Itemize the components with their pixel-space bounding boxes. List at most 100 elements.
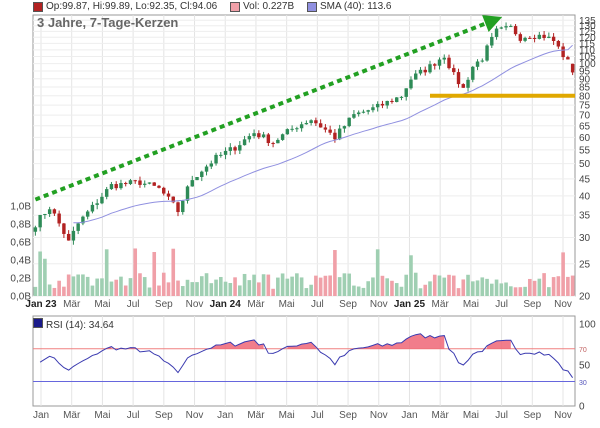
candle-body xyxy=(442,57,446,60)
volume-bar xyxy=(204,273,209,296)
volume-bar xyxy=(352,285,356,296)
volume-bar xyxy=(409,255,413,296)
volume-bar xyxy=(176,280,180,296)
candle-body xyxy=(566,57,570,60)
candle-body xyxy=(499,27,504,29)
sma-swatch-icon xyxy=(306,1,317,12)
candle-body xyxy=(361,111,366,113)
volume-tick-label: 1,0B xyxy=(10,202,31,213)
volume-bar xyxy=(238,285,242,296)
candle-body xyxy=(62,223,66,234)
rsi-x-tick-label: Nov xyxy=(370,410,388,421)
candle-body xyxy=(52,209,57,214)
volume-bar xyxy=(33,286,38,296)
candle-body xyxy=(204,166,209,172)
candle-body xyxy=(90,204,95,212)
candle-body xyxy=(433,64,437,66)
volume-bar xyxy=(390,280,394,296)
candle-body xyxy=(181,200,185,213)
volume-bar xyxy=(489,283,494,296)
candle-body xyxy=(409,79,413,89)
volume-bar xyxy=(247,280,252,296)
price-tick-label: 55 xyxy=(579,145,591,156)
volume-bar xyxy=(218,276,223,296)
candle-body xyxy=(570,63,575,73)
candle-body xyxy=(280,134,285,140)
volume-bar xyxy=(518,287,523,296)
candle-body xyxy=(290,128,294,130)
volume-bar xyxy=(333,250,337,296)
volume-tick-label: 0,6B xyxy=(10,238,31,249)
volume-bar xyxy=(523,286,527,296)
candle-body xyxy=(138,180,142,185)
candle-body xyxy=(176,202,180,213)
candle-body xyxy=(485,45,489,61)
x-tick-label: Jan 24 xyxy=(210,299,242,310)
candle-body xyxy=(542,34,546,39)
volume-swatch-icon xyxy=(230,1,241,12)
candle-body xyxy=(295,128,299,130)
volume-bar xyxy=(161,272,166,296)
candle-body xyxy=(195,177,199,181)
candle-body xyxy=(166,193,171,197)
candle-body xyxy=(38,214,42,228)
candle-body xyxy=(494,28,499,37)
candle-body xyxy=(304,122,309,125)
volume-bar xyxy=(399,286,404,296)
volume-bar xyxy=(109,281,114,296)
rsi-x-tick-label: Sep xyxy=(155,410,173,421)
candle-body xyxy=(437,59,442,66)
candle-body xyxy=(380,103,385,106)
candle-body xyxy=(71,230,76,241)
price-tick-label: 130 xyxy=(579,21,596,32)
candle-body xyxy=(394,97,399,103)
volume-bar xyxy=(295,273,299,296)
candle-body xyxy=(109,184,114,190)
volume-bar xyxy=(561,252,565,296)
volume-bar xyxy=(556,276,561,296)
volume-bar xyxy=(461,279,466,296)
candle-body xyxy=(466,79,470,88)
legend-row: Op:99.87, Hi:99.89, Lo:92.35, Cl:94.06 V… xyxy=(33,1,401,15)
candle-body xyxy=(143,183,147,185)
price-tick-label: 115 xyxy=(579,39,595,50)
rsi-text: RSI (14): 34.64 xyxy=(46,320,114,331)
volume-bar xyxy=(528,278,532,296)
candle-body xyxy=(95,203,99,205)
x-tick-label: Mär xyxy=(63,299,81,310)
volume-bar xyxy=(304,288,309,296)
candle-body xyxy=(390,100,394,103)
candle-body xyxy=(480,60,485,62)
volume-bar xyxy=(242,273,247,296)
rsi-overbought-fill xyxy=(287,342,316,349)
volume-bar xyxy=(119,276,123,296)
volume-bar xyxy=(337,277,342,296)
candle-body xyxy=(147,182,152,184)
candle-body xyxy=(228,147,233,151)
volume-bar xyxy=(123,285,128,296)
volume-bar xyxy=(104,249,109,296)
volume-bar xyxy=(66,274,71,296)
volume-tick-label: 0,4B xyxy=(10,256,31,267)
rsi-x-tick-label: Sep xyxy=(523,410,541,421)
candle-body xyxy=(518,34,523,41)
price-tick-label: 35 xyxy=(579,211,591,222)
volume-bar xyxy=(309,284,313,296)
candle-body xyxy=(252,133,256,137)
rsi-tick-label: 50 xyxy=(579,361,591,372)
volume-bar xyxy=(314,275,318,296)
rsi-tick-label: 30 xyxy=(579,380,587,387)
volume-bar xyxy=(71,276,76,296)
volume-bar xyxy=(566,276,570,296)
ohlc-swatch-icon xyxy=(33,1,43,12)
x-tick-label: Mär xyxy=(247,299,265,310)
candle-body xyxy=(414,73,418,80)
volume-bar xyxy=(190,282,195,296)
candle-body xyxy=(209,163,214,167)
candle-body xyxy=(452,68,456,73)
candle-body xyxy=(276,139,280,144)
volume-bar xyxy=(394,283,399,296)
legend-sma: SMA (40): 113.6 xyxy=(306,1,391,12)
